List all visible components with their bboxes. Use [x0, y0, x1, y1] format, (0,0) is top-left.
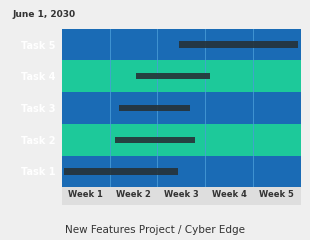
Bar [119, 105, 190, 111]
Bar [114, 137, 195, 143]
Bar [136, 73, 210, 79]
Text: New Features Project / Cyber Edge: New Features Project / Cyber Edge [65, 225, 245, 235]
Bar [62, 124, 301, 156]
Bar [62, 187, 301, 205]
Bar [62, 60, 301, 92]
Bar [62, 29, 301, 60]
Text: June 1, 2030: June 1, 2030 [12, 10, 76, 19]
Bar [62, 92, 301, 124]
Bar [62, 187, 301, 209]
Bar [64, 168, 178, 174]
Bar [62, 156, 301, 187]
Bar [179, 42, 298, 48]
